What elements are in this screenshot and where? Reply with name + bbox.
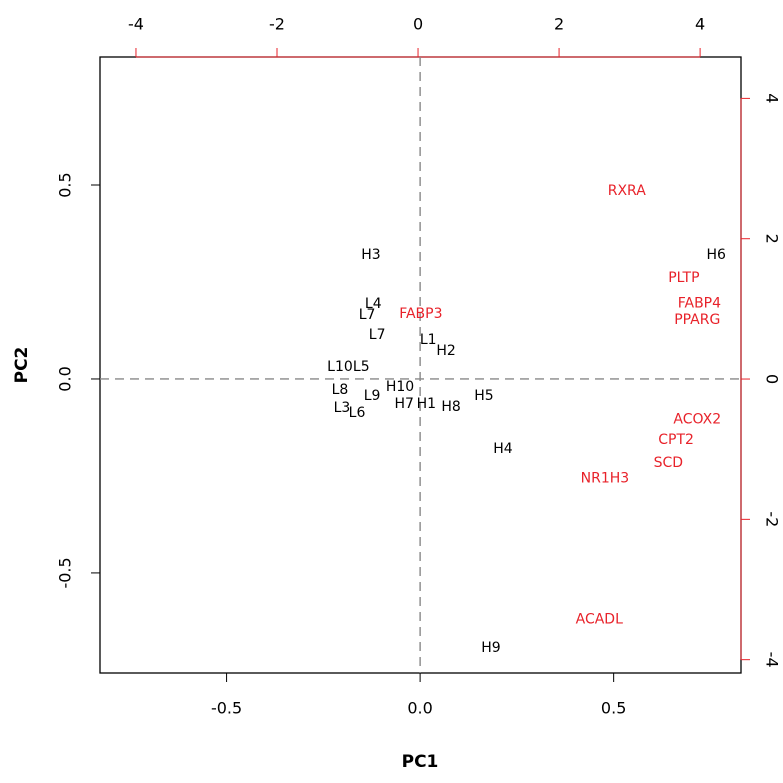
x-tick-label: 0.5 (601, 699, 626, 718)
observation-label: H4 (493, 441, 513, 457)
variable-label: FABP4 (678, 295, 721, 311)
observation-label: L4 (365, 296, 382, 312)
variable-label: SCD (654, 455, 683, 471)
y-tick-label: 0.0 (56, 366, 75, 391)
y-tick-label: 0.5 (56, 172, 75, 197)
x2-tick-label: -4 (128, 15, 144, 34)
observation-label: L6 (349, 405, 366, 421)
observation-label: H5 (474, 388, 493, 404)
x2-tick-label: 2 (554, 15, 564, 34)
observation-label: L5 (353, 359, 370, 375)
y2-tick-label: 4 (763, 93, 782, 103)
observation-label: L8 (332, 382, 349, 398)
observation-label: L3 (334, 400, 351, 416)
variable-label: CPT2 (658, 432, 694, 448)
y2-tick-label: 0 (763, 374, 782, 384)
variable-label: PPARG (674, 312, 720, 328)
observation-label: L7 (359, 307, 376, 323)
observation-label: H2 (436, 343, 455, 359)
variable-label: ACADL (576, 612, 623, 628)
observation-label: H8 (441, 399, 460, 415)
y-axis-title: PC2 (12, 347, 32, 384)
variable-label: FABP3 (399, 306, 442, 322)
observation-label: H6 (707, 247, 727, 263)
variable-label: ACOX2 (673, 412, 721, 428)
y-tick-label: -0.5 (56, 557, 75, 588)
x2-tick-label: 4 (695, 15, 705, 34)
x2-tick-label: -2 (269, 15, 285, 34)
observation-label: L7 (369, 327, 386, 343)
observation-label: H9 (481, 640, 500, 656)
x-tick-label: -0.5 (211, 699, 242, 718)
y2-tick-label: -2 (763, 511, 782, 527)
observation-label: H7 (395, 396, 414, 412)
variable-label: NR1H3 (581, 471, 630, 487)
variable-label: PLTP (668, 270, 699, 286)
observation-label: H10 (386, 379, 414, 395)
observation-label: H3 (361, 247, 380, 263)
observation-label: L1 (420, 332, 437, 348)
observation-label: L10 (327, 359, 353, 375)
observation-label: L9 (364, 388, 381, 404)
y2-tick-label: -4 (763, 652, 782, 668)
y2-tick-label: 2 (763, 234, 782, 244)
x2-tick-label: 0 (413, 15, 423, 34)
x-tick-label: 0.0 (407, 699, 432, 718)
variable-label: RXRA (608, 183, 646, 199)
x-axis-title: PC1 (402, 752, 439, 772)
observation-label: H1 (417, 396, 436, 412)
